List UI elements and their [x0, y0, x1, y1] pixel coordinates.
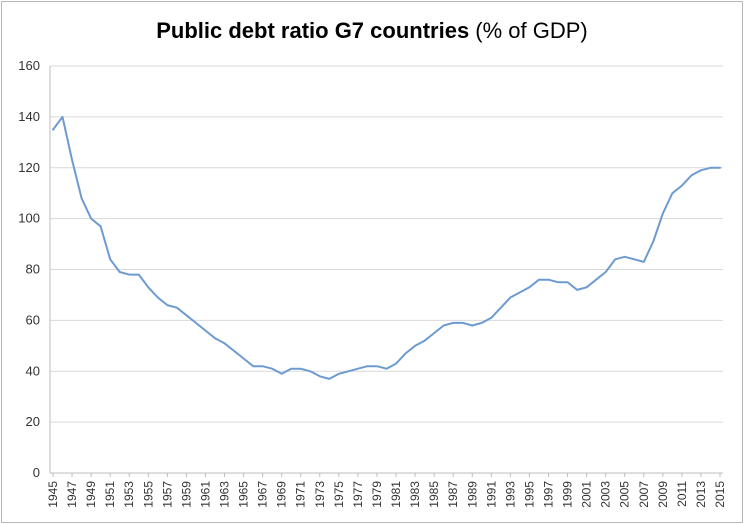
x-tick-label: 1981 — [389, 481, 403, 508]
x-tick-label: 2005 — [618, 481, 632, 508]
y-tick-label: 0 — [33, 465, 40, 480]
x-tick-label: 1957 — [160, 481, 174, 508]
x-tick-label: 1971 — [294, 481, 308, 508]
x-tick-label: 2015 — [713, 481, 727, 508]
x-tick-label: 1969 — [275, 481, 289, 508]
x-tick-label: 1995 — [522, 481, 536, 508]
y-tick-label: 100 — [18, 211, 40, 226]
x-tick-label: 1955 — [141, 481, 155, 508]
x-tick-label: 1991 — [484, 481, 498, 508]
y-tick-label: 80 — [26, 262, 40, 277]
x-tick-label: 1953 — [122, 481, 136, 508]
x-tick-label: 1967 — [256, 481, 270, 508]
y-tick-label: 140 — [18, 109, 40, 124]
x-tick-label: 1997 — [541, 481, 555, 508]
x-tick-label: 2001 — [580, 481, 594, 508]
chart-title-main: Public debt ratio G7 countries — [156, 18, 470, 43]
x-tick-label: 1963 — [218, 481, 232, 508]
x-tick-label: 1985 — [427, 481, 441, 508]
x-tick-label: 1999 — [561, 481, 575, 508]
x-tick-label: 1973 — [313, 481, 327, 508]
x-tick-label: 1959 — [179, 481, 193, 508]
x-tick-label: 2009 — [656, 481, 670, 508]
x-tick-label: 1979 — [370, 481, 384, 508]
x-tick-label: 2007 — [637, 481, 651, 508]
x-tick-label: 1993 — [503, 481, 517, 508]
y-tick-label: 120 — [18, 160, 40, 175]
x-tick-label: 1987 — [446, 481, 460, 508]
x-tick-label: 1983 — [408, 481, 422, 508]
x-tick-label: 1965 — [237, 481, 251, 508]
x-tick-label: 1961 — [198, 481, 212, 508]
x-tick-label: 1989 — [465, 481, 479, 508]
x-tick-label: 1945 — [46, 481, 60, 508]
x-tick-label: 2003 — [599, 481, 613, 508]
chart-title: Public debt ratio G7 countries (% of GDP… — [0, 18, 744, 44]
x-tick-label: 1949 — [84, 481, 98, 508]
y-tick-label: 60 — [26, 312, 40, 327]
x-tick-label: 1975 — [332, 481, 346, 508]
y-tick-label: 160 — [18, 58, 40, 73]
y-tick-label: 40 — [26, 363, 40, 378]
x-tick-label: 1951 — [103, 481, 117, 508]
x-tick-label: 2011 — [675, 481, 689, 507]
x-tick-label: 1947 — [65, 481, 79, 508]
chart-title-unit: (% of GDP) — [469, 18, 588, 43]
x-tick-label: 1977 — [351, 481, 365, 508]
debt-ratio-series-line — [52, 115, 721, 380]
y-tick-label: 20 — [26, 414, 40, 429]
x-tick-label: 2013 — [694, 481, 708, 508]
